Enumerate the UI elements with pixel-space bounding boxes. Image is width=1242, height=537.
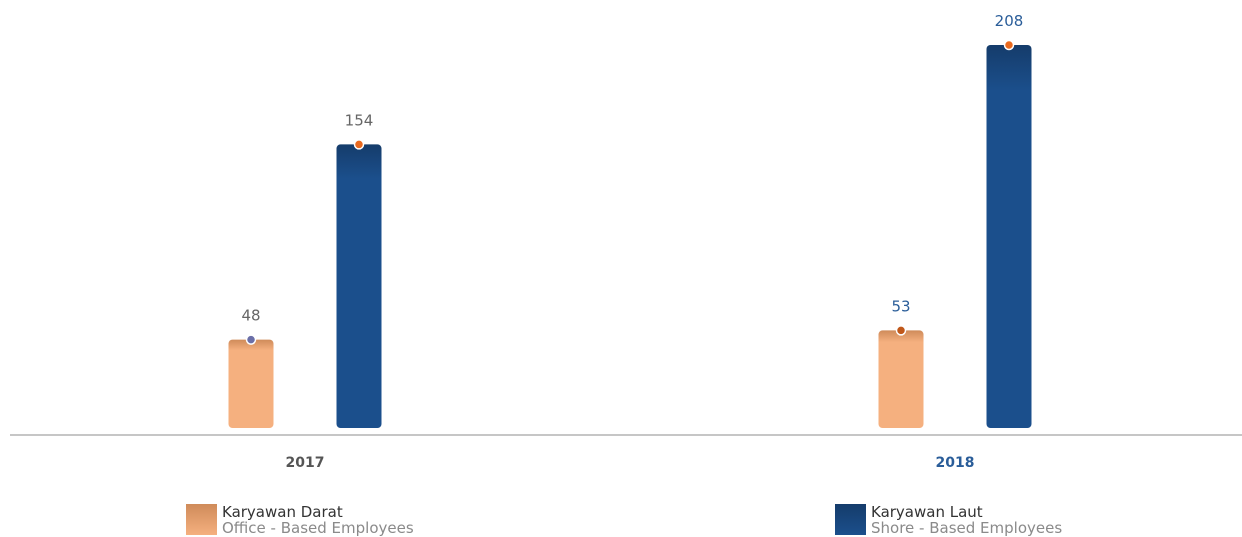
value-label-darat-2018: 53 — [891, 297, 910, 315]
bar-marker-laut-2018 — [1005, 41, 1014, 50]
bar-laut-2017 — [337, 144, 382, 428]
bar-darat-2018 — [879, 330, 924, 428]
bar-laut-2018 — [987, 45, 1032, 428]
bar-marker-darat-2017 — [247, 335, 256, 344]
legend-label-laut: Karyawan Laut — [871, 504, 1062, 520]
legend-item-laut: Karyawan Laut Shore - Based Employees — [835, 504, 1062, 536]
x-tick-label-2018: 2018 — [936, 455, 975, 471]
legend-item-darat: Karyawan Darat Office - Based Employees — [186, 504, 414, 536]
bar-marker-laut-2017 — [355, 140, 364, 149]
x-tick-label-2017: 2017 — [286, 455, 325, 471]
bars-layer — [10, 45, 1242, 435]
legend-label-darat: Karyawan Darat — [222, 504, 414, 520]
legend-swatch-laut — [835, 504, 866, 535]
value-label-darat-2017: 48 — [241, 307, 260, 325]
legend-sublabel-darat: Office - Based Employees — [222, 520, 414, 536]
bar-darat-2017 — [229, 340, 274, 428]
value-label-laut-2017: 154 — [345, 111, 374, 129]
legend-sublabel-laut: Shore - Based Employees — [871, 520, 1062, 536]
value-label-laut-2018: 208 — [995, 12, 1024, 30]
legend-swatch-darat — [186, 504, 217, 535]
bar-marker-darat-2018 — [897, 326, 906, 335]
